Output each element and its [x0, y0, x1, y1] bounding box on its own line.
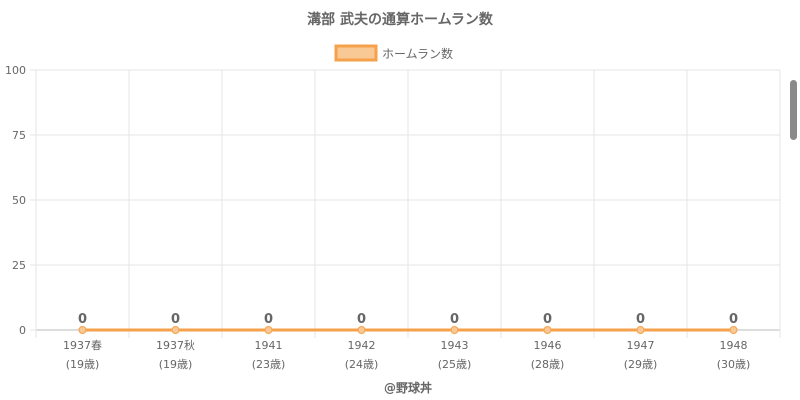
data-point [636, 326, 645, 334]
x-tick-sublabel: (25歳) [438, 358, 472, 371]
data-label: 0 [450, 312, 459, 327]
y-axis: 0 25 50 75 100 [5, 64, 36, 337]
x-tick-label: 1937春 [63, 339, 102, 352]
data-point [78, 326, 87, 334]
y-tick-label: 0 [19, 324, 26, 337]
data-label: 0 [543, 312, 552, 327]
y-tick-label: 50 [12, 194, 26, 207]
data-point [264, 326, 273, 334]
legend-swatch [334, 44, 378, 62]
x-tick-sublabel: (19歳) [159, 358, 193, 371]
data-label: 0 [78, 312, 87, 327]
legend[interactable]: ホームラン数 [334, 44, 453, 62]
x-tick-label: 1942 [348, 339, 376, 352]
data-label: 0 [729, 312, 738, 327]
x-tick-label: 1943 [441, 339, 469, 352]
data-point [357, 326, 366, 334]
x-tick-sublabel: (24歳) [345, 358, 379, 371]
series-homeruns: 0 0 0 0 0 0 0 0 [78, 312, 738, 334]
x-tick-label: 1948 [720, 339, 748, 352]
x-tick-label: 1947 [627, 339, 655, 352]
y-tick-label: 100 [5, 64, 26, 77]
data-point [450, 326, 459, 334]
data-label: 0 [171, 312, 180, 327]
x-axis: 1937春 (19歳) 1937秋 (19歳) 1941 (23歳) 1942 (24歳) 19… [63, 338, 750, 371]
data-point [543, 326, 552, 334]
x-tick-label: 1946 [534, 339, 562, 352]
credit-label: @野球丼 [384, 380, 432, 395]
y-tick-label: 25 [12, 259, 26, 272]
data-label: 0 [636, 312, 645, 327]
x-tick-sublabel: (28歳) [531, 358, 565, 371]
scrollbar[interactable] [790, 80, 797, 140]
x-tick-sublabel: (30歳) [717, 358, 751, 371]
chart-title: 溝部 武夫の通算ホームラン数 [307, 11, 494, 28]
x-tick-sublabel: (23歳) [252, 358, 286, 371]
data-point [729, 326, 738, 334]
x-tick-label: 1937秋 [156, 338, 195, 352]
data-label: 0 [357, 312, 366, 327]
x-tick-sublabel: (29歳) [624, 358, 658, 371]
legend-label: ホームラン数 [382, 46, 453, 61]
data-point [171, 326, 180, 334]
x-tick-sublabel: (19歳) [66, 358, 100, 371]
grid [35, 69, 781, 338]
x-tick-label: 1941 [255, 339, 283, 352]
y-tick-label: 75 [12, 129, 26, 142]
data-label: 0 [264, 312, 273, 327]
